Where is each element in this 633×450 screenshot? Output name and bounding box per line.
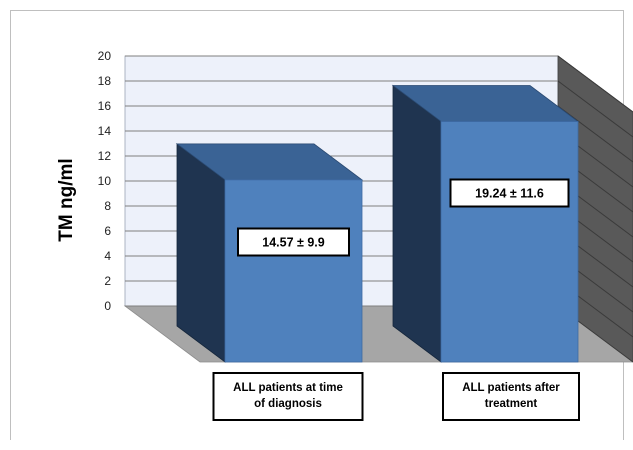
y-tick-label: 12 <box>98 149 112 163</box>
value-label-box <box>449 178 570 208</box>
category-label-1: ALL patients at time of diagnosis <box>212 372 364 421</box>
category-label-box <box>442 372 580 421</box>
y-tick-label: 0 <box>104 299 111 313</box>
y-tick-label: 16 <box>98 99 112 113</box>
bar-front-face <box>224 179 363 363</box>
category-label-line: ALL patients at time <box>233 382 343 394</box>
y-tick-label: 14 <box>98 124 112 138</box>
bars: 14.57 ± 9.9 19.24 ± 11.6 <box>175 84 580 363</box>
y-tick-label: 8 <box>104 199 111 213</box>
category-label-line: treatment <box>485 398 538 410</box>
bar-2: 19.24 ± 11.6 <box>391 84 580 363</box>
gridline-side <box>557 80 633 138</box>
y-axis-ticks: 0 2 4 6 8 10 12 14 16 18 20 <box>98 49 112 313</box>
bar-side-face <box>176 143 226 363</box>
y-tick-label: 10 <box>98 174 112 188</box>
value-label-box <box>237 227 350 257</box>
value-label: 14.57 ± 9.9 <box>262 236 325 250</box>
y-tick-label: 20 <box>98 49 112 63</box>
category-label-line: ALL patients after <box>462 382 560 394</box>
category-label-box <box>212 372 364 421</box>
gridline-side <box>557 55 633 113</box>
bar-side-face <box>392 84 442 363</box>
y-axis-label: TM ng/ml <box>56 158 77 241</box>
bar-front-face <box>440 121 579 363</box>
gridline-side <box>557 105 633 163</box>
y-tick-label: 4 <box>104 249 111 263</box>
bar-1: 14.57 ± 9.9 <box>175 143 364 363</box>
y-tick-label: 2 <box>104 274 111 288</box>
y-tick-label: 18 <box>98 74 112 88</box>
category-label-2: ALL patients after treatment <box>442 372 580 421</box>
y-tick-label: 6 <box>104 224 111 238</box>
value-label: 19.24 ± 11.6 <box>475 187 544 201</box>
category-label-line: of diagnosis <box>254 398 322 410</box>
